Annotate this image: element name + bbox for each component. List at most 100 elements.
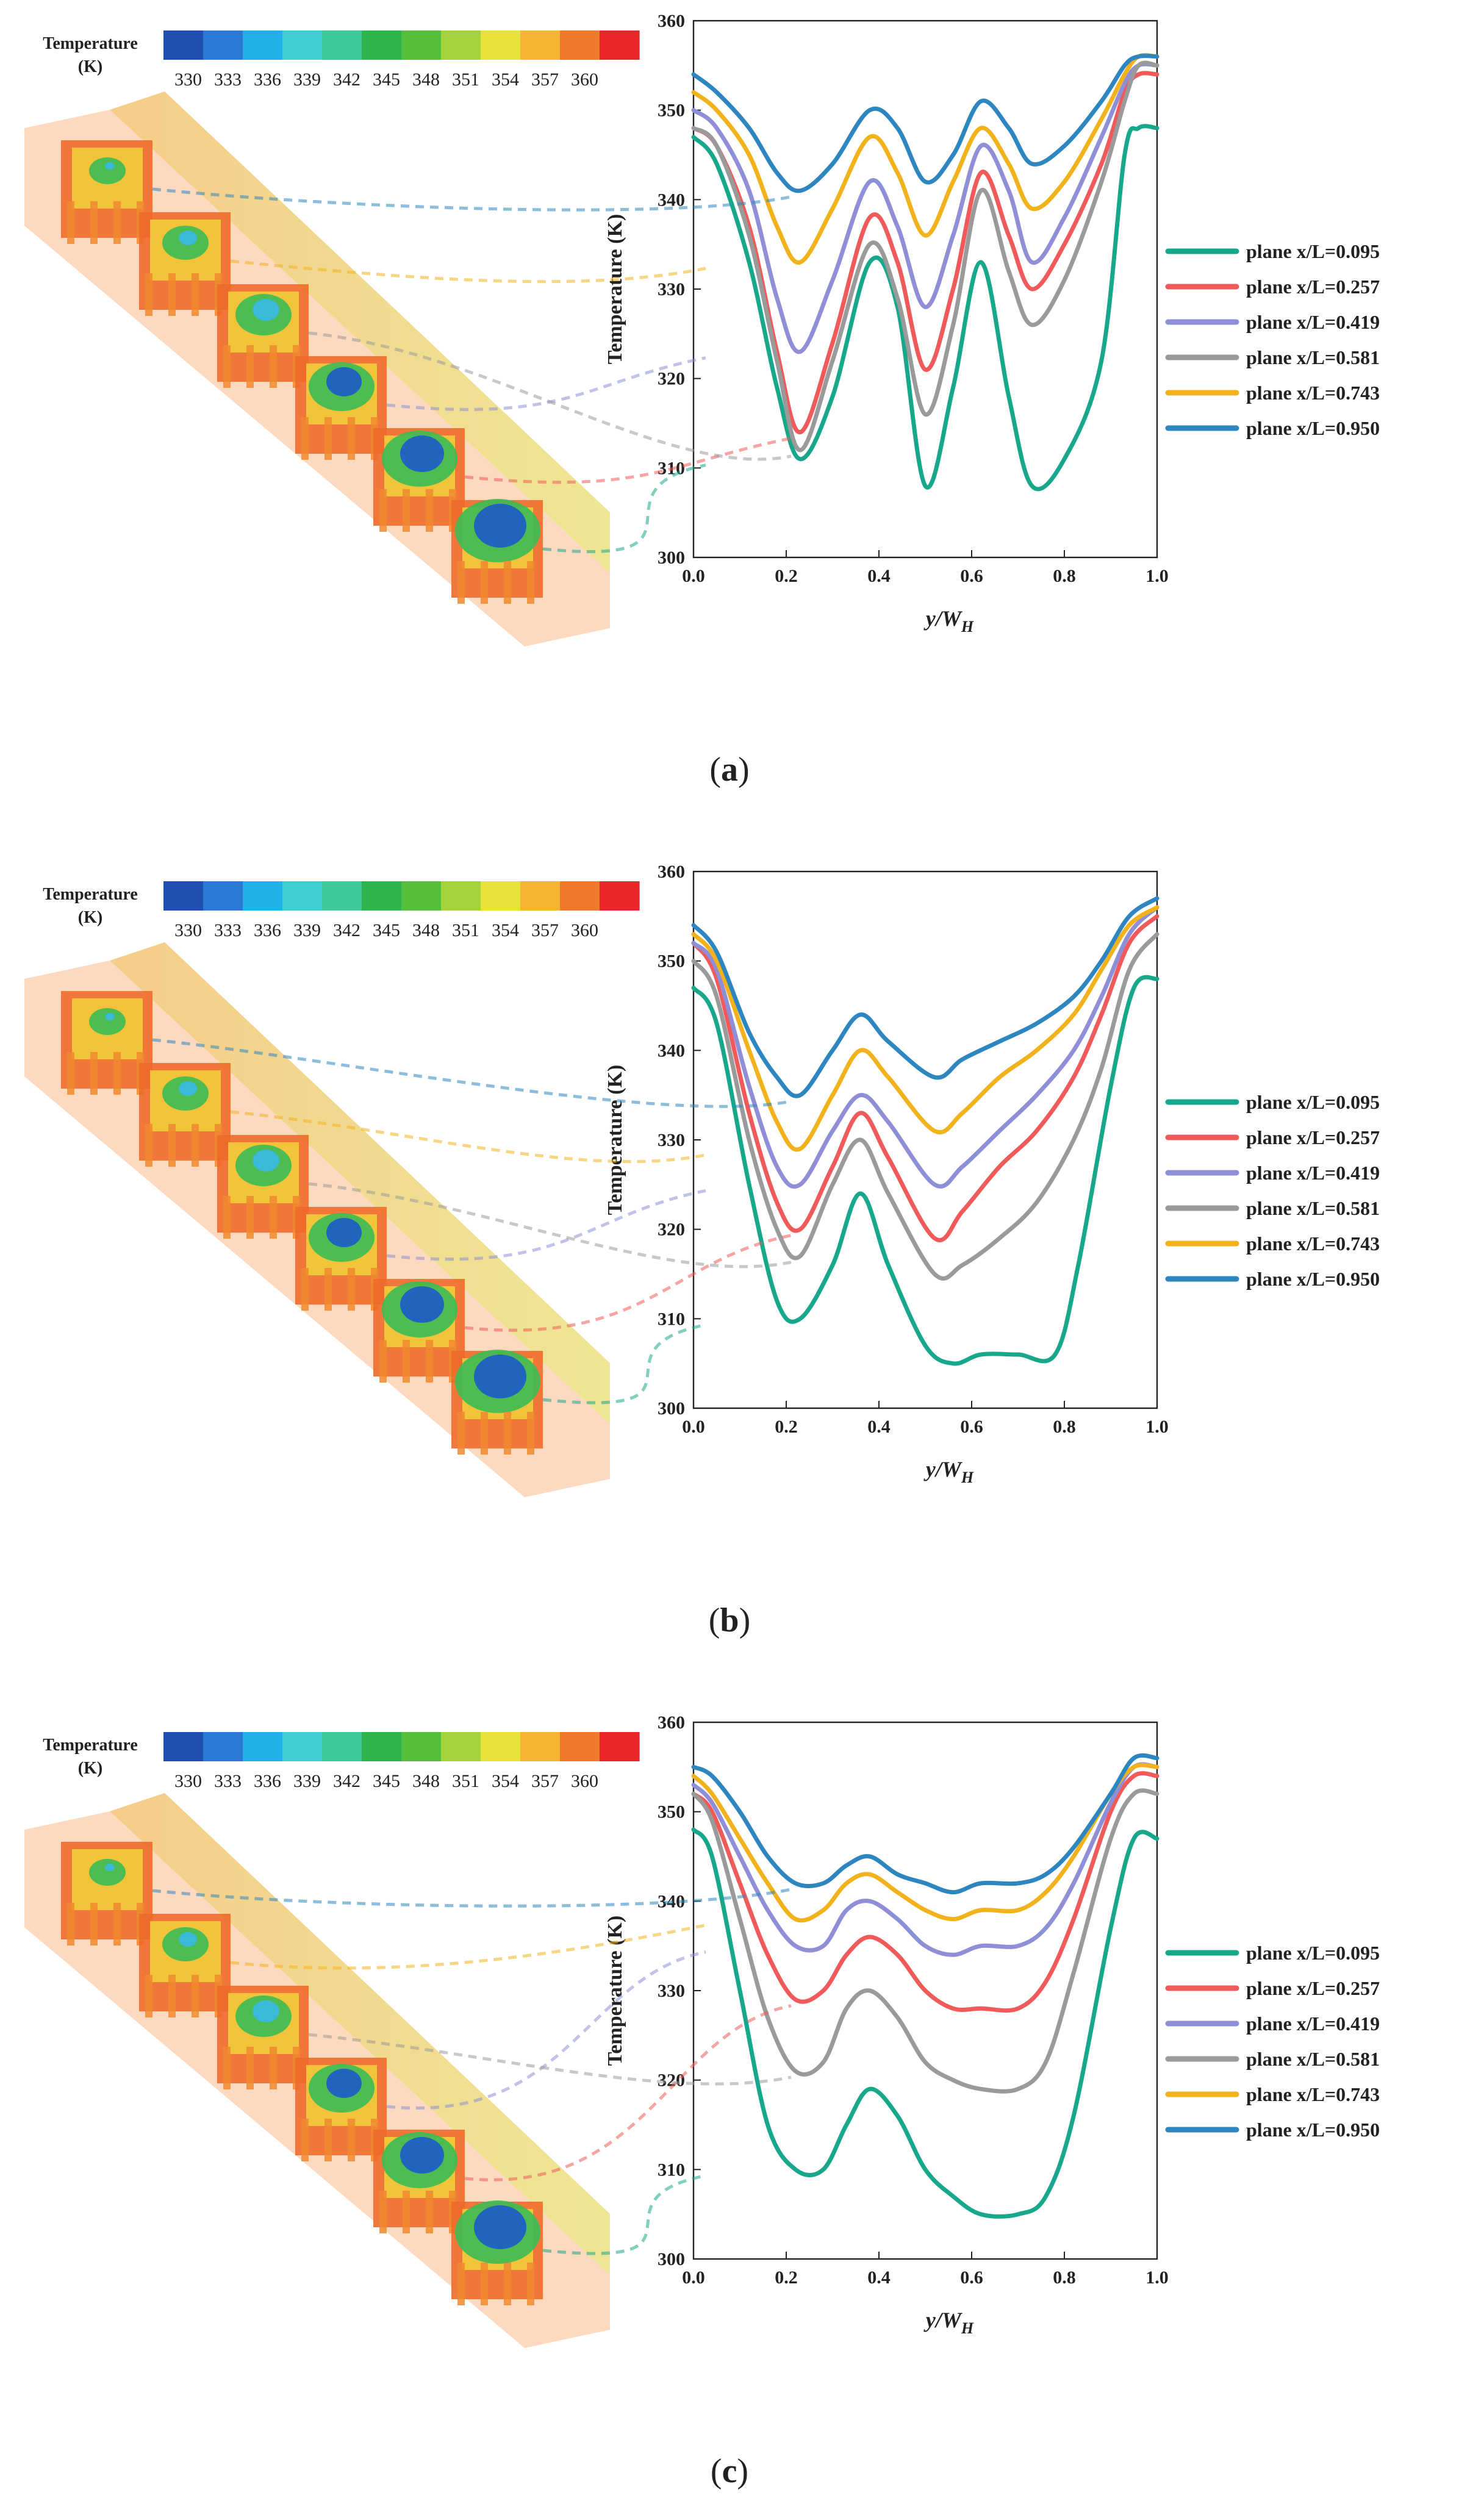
x-tick-label: 0.0	[682, 566, 705, 586]
colorbar-swatch	[401, 1732, 442, 1761]
fin	[168, 1124, 176, 1167]
section-contour-cold	[179, 231, 197, 245]
fin	[113, 1052, 121, 1095]
colorbar-tick-label: 345	[373, 70, 400, 90]
y-axis-label: Temperature (K)	[604, 1916, 626, 2066]
x-tick-label: 1.0	[1145, 2268, 1169, 2288]
series-line-5	[691, 1763, 1160, 1923]
x-tick-label: 0.8	[1053, 2268, 1076, 2288]
colorbar-tick-label: 354	[492, 920, 519, 940]
fin	[67, 1052, 74, 1095]
legend-label: plane x/L=0.095	[1246, 1942, 1380, 1964]
colorbar-swatch	[401, 30, 442, 60]
series-line-2	[691, 1771, 1160, 2013]
section-contour-cold	[179, 1932, 197, 1947]
x-tick-label: 1.0	[1145, 1417, 1169, 1437]
colorbar-tick-label: 342	[333, 920, 360, 940]
series-line-4	[691, 1788, 1160, 2094]
x-axis-label: y/WH	[923, 2308, 974, 2337]
fin	[246, 2047, 254, 2089]
panel-caption: (b)	[709, 1602, 750, 1639]
fin	[403, 2191, 410, 2233]
colorbar-tick-label: 342	[333, 70, 360, 90]
x-axis-label-subscript: H	[961, 1469, 974, 1486]
colorbar-swatch	[600, 1732, 640, 1761]
colorbar-tick-label: 345	[373, 1771, 400, 1791]
fin	[246, 345, 254, 388]
colorbar-swatch	[322, 881, 362, 911]
connector-arrow	[386, 1189, 706, 1261]
colorbar-title: Temperature	[43, 1736, 138, 1755]
panel-caption: (c)	[711, 2452, 748, 2490]
fin	[168, 273, 176, 316]
series-line-3	[691, 905, 1160, 1189]
fin	[457, 2263, 465, 2305]
x-tick-label: 0.6	[960, 2268, 983, 2288]
fin	[403, 1340, 410, 1383]
colorbar-swatch	[401, 881, 442, 911]
section-contour-mid	[89, 1859, 126, 1886]
section-contour-mid	[89, 1008, 126, 1035]
fin	[457, 1412, 465, 1455]
caption-open: (	[711, 2452, 722, 2490]
y-tick-label: 330	[658, 1981, 685, 2001]
colorbar-swatch	[163, 30, 204, 60]
colorbar-swatch	[322, 30, 362, 60]
y-tick-label: 310	[658, 1309, 685, 1329]
legend-label: plane x/L=0.581	[1246, 346, 1380, 368]
colorbar-title: Temperature	[43, 34, 138, 53]
colorbar: Temperature (K) 330 333 336 339 342 345 348 351 35…	[43, 30, 640, 90]
fin	[168, 1975, 176, 2017]
fin	[270, 1196, 277, 1239]
colorbar-tick-label: 333	[214, 1771, 242, 1791]
y-tick-label: 360	[658, 11, 685, 31]
plot-frame	[692, 870, 1158, 1409]
colorbar-title: Temperature	[43, 885, 138, 904]
colorbar-swatch	[520, 881, 561, 911]
y-axis-label: Temperature (K)	[604, 214, 626, 364]
legend-label: plane x/L=0.419	[1246, 2013, 1380, 2035]
caption-letter: a	[721, 751, 738, 789]
y-tick-label: 320	[658, 369, 685, 389]
x-tick-label: 0.2	[775, 1417, 798, 1437]
x-axis-label-main: y/W	[923, 1457, 963, 1481]
fin	[192, 1124, 199, 1167]
fin	[504, 1412, 511, 1455]
series-line-4	[691, 60, 1160, 453]
y-tick-label: 300	[658, 2249, 685, 2269]
colorbar-tick-label: 357	[531, 70, 559, 90]
connector-arrow	[230, 1110, 706, 1164]
colorbar-unit: (K)	[78, 908, 102, 927]
colorbar-swatch	[441, 30, 481, 60]
series-line-6	[691, 1753, 1160, 1895]
x-tick-label: 0.2	[775, 2268, 798, 2288]
colorbar-swatch	[163, 1732, 204, 1761]
x-tick-label: 0.2	[775, 566, 798, 586]
series-line-6	[691, 896, 1160, 1098]
caption-close: )	[739, 1602, 751, 1639]
colorbar-tick-label: 330	[174, 920, 202, 940]
legend-label: plane x/L=0.950	[1246, 417, 1380, 439]
colorbar-tick-label: 360	[571, 1771, 598, 1791]
section-contour-cold	[105, 162, 115, 170]
y-tick-label: 340	[658, 1040, 685, 1061]
colorbar-swatch	[362, 1732, 402, 1761]
connector-arrow	[230, 259, 706, 284]
connector-arrow	[542, 464, 706, 554]
section-contour-mid	[89, 157, 126, 184]
colorbar-tick-label: 354	[492, 70, 519, 90]
legend-label: plane x/L=0.743	[1246, 2083, 1380, 2105]
caption-letter: b	[720, 1602, 739, 1639]
fin	[270, 2047, 277, 2089]
legend-label: plane x/L=0.950	[1246, 2119, 1380, 2141]
section-contour-cold	[326, 2069, 362, 2098]
colorbar-swatch	[481, 1732, 521, 1761]
connectors	[152, 1038, 792, 1405]
fin	[481, 2263, 488, 2305]
colorbar-tick-label: 339	[293, 920, 321, 940]
section-contour-cold	[400, 1286, 444, 1323]
contour-illustration	[24, 91, 610, 646]
